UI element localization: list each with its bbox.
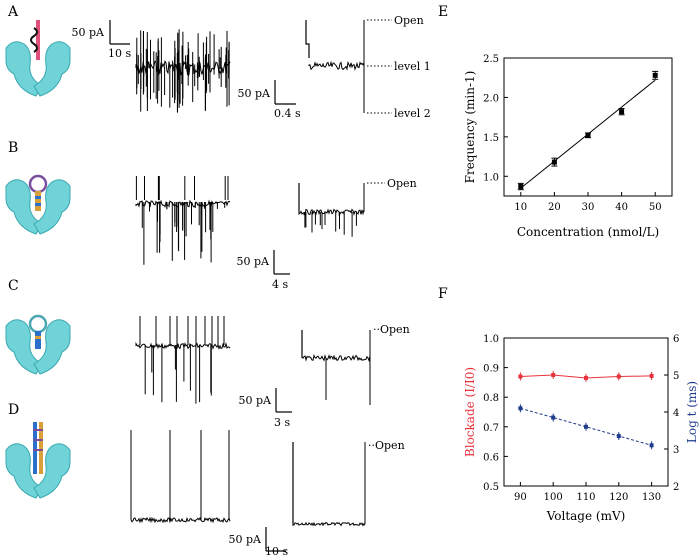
y-left-tick-label: 0.6 bbox=[483, 452, 499, 463]
scalebar-b-current: 50 pA bbox=[237, 255, 271, 268]
y-tick-label: 1.0 bbox=[483, 172, 499, 183]
x-tick-label: 100 bbox=[544, 492, 563, 503]
nanopore-illustration-b bbox=[5, 174, 71, 235]
current-trace-a-overview bbox=[135, 29, 231, 113]
y-left-tick-label: 0.8 bbox=[483, 393, 499, 404]
level-open-b-label: Open bbox=[387, 177, 417, 190]
current-trace-c-overview bbox=[135, 316, 231, 404]
x-axis-label: Concentration (nmol/L) bbox=[517, 225, 659, 239]
level-open-d-label: ··Open bbox=[368, 439, 405, 452]
panel-label-a: A bbox=[7, 4, 19, 20]
current-trace-b-zoom bbox=[298, 183, 365, 237]
scalebar-a-left-time: 10 s bbox=[108, 47, 131, 60]
trace-baseline bbox=[301, 353, 371, 363]
trace-baseline bbox=[308, 60, 365, 71]
data-point bbox=[585, 132, 591, 138]
y-left-tick-label: 0.5 bbox=[483, 482, 499, 493]
level-1-label: level 1 bbox=[394, 60, 431, 73]
panel-label-f: F bbox=[438, 286, 448, 302]
current-trace-b-overview bbox=[135, 176, 231, 265]
x-tick-label: 20 bbox=[548, 202, 561, 213]
data-point bbox=[616, 434, 621, 439]
level-open-a-label: Open bbox=[394, 14, 424, 27]
y-tick-label: 1.5 bbox=[483, 133, 499, 144]
level-open-c-label: ··Open bbox=[373, 323, 410, 336]
scalebar-d-current: 50 pA bbox=[229, 533, 263, 546]
scalebar-a-right-current: 50 pA bbox=[238, 87, 272, 100]
panel-label-e: E bbox=[438, 4, 448, 20]
current-trace-d-overview bbox=[130, 430, 231, 524]
data-point bbox=[551, 159, 557, 165]
x-tick-label: 120 bbox=[609, 492, 628, 503]
x-tick-label: 110 bbox=[576, 492, 595, 503]
y-left-axis-label: Blockade (I/I0) bbox=[463, 367, 477, 457]
current-trace-a-zoom bbox=[305, 20, 365, 113]
x-tick-label: 90 bbox=[514, 492, 527, 503]
y-left-tick-label: 0.7 bbox=[483, 423, 499, 434]
x-tick-label: 10 bbox=[514, 202, 527, 213]
y-left-tick-label: 0.9 bbox=[483, 364, 499, 375]
data-point bbox=[619, 109, 625, 115]
y-tick-label: 2.0 bbox=[483, 93, 499, 104]
scalebar-d bbox=[265, 527, 286, 552]
nanopore-illustration-a bbox=[5, 20, 71, 97]
panel-label-b: B bbox=[8, 140, 18, 156]
scalebar-b bbox=[273, 250, 290, 275]
data-point bbox=[518, 406, 523, 411]
chart-e: 10 20 30 40 50 1.0 1.5 2.0 2.5 Concentration (nmo… bbox=[463, 54, 673, 239]
y-right-tick-label: 6 bbox=[673, 334, 679, 345]
data-point bbox=[649, 443, 654, 448]
data-point bbox=[518, 184, 524, 190]
scalebar-c-time: 3 s bbox=[274, 416, 290, 429]
x-tick-label: 40 bbox=[615, 202, 628, 213]
y-tick-label: 2.5 bbox=[483, 54, 499, 65]
trace-entry bbox=[305, 20, 310, 58]
level-2-label: level 2 bbox=[394, 107, 431, 120]
series-line-log-t bbox=[520, 407, 652, 446]
y-right-tick-label: 4 bbox=[673, 408, 679, 419]
data-point bbox=[551, 415, 556, 420]
y-left-tick-label: 1.0 bbox=[483, 334, 499, 345]
current-trace-c-zoom bbox=[301, 330, 371, 405]
chart-f: 90 100 110 120 130 0.5 0.6 0.7 0.8 0.9 1.0 2 3 4 5 6 Vol… bbox=[463, 334, 699, 523]
data-point bbox=[649, 373, 654, 378]
data-point bbox=[616, 374, 621, 379]
scalebar-a-right-time: 0.4 s bbox=[274, 107, 301, 120]
nanopore-illustration-d bbox=[5, 422, 71, 499]
scalebar-b-time: 4 s bbox=[272, 278, 288, 291]
trace-baseline bbox=[130, 516, 231, 524]
data-point bbox=[652, 72, 658, 78]
plot-frame bbox=[503, 337, 669, 487]
scalebar-a-left-current: 50 pA bbox=[72, 26, 106, 39]
panel-label-d: D bbox=[8, 402, 19, 418]
current-trace-d-zoom bbox=[292, 442, 366, 527]
data-point bbox=[584, 375, 588, 380]
scalebar-c-current: 50 pA bbox=[239, 394, 273, 407]
x-axis-label: Voltage (mV) bbox=[546, 509, 626, 523]
scalebar-a-left bbox=[109, 20, 130, 45]
panel-label-c: C bbox=[8, 278, 19, 294]
x-tick-label: 50 bbox=[649, 202, 662, 213]
y-right-tick-label: 2 bbox=[673, 482, 679, 493]
y-right-tick-label: 5 bbox=[673, 371, 679, 382]
trace-baseline bbox=[292, 521, 366, 527]
y-axis-label: Frequency (min-1) bbox=[463, 71, 477, 184]
data-point bbox=[584, 424, 588, 429]
x-tick-label: 130 bbox=[642, 492, 661, 503]
scalebar-c bbox=[275, 388, 292, 413]
nanopore-illustration-c bbox=[5, 314, 71, 375]
scalebar-d-time: 10 s bbox=[265, 545, 288, 558]
y-right-tick-label: 3 bbox=[673, 445, 679, 456]
plot-frame bbox=[503, 57, 673, 197]
scalebar-a-right bbox=[274, 80, 296, 105]
trace-baseline bbox=[298, 208, 365, 216]
x-tick-label: 30 bbox=[582, 202, 595, 213]
data-point bbox=[518, 374, 523, 379]
y-right-axis-label: Log t (ms) bbox=[685, 381, 699, 443]
data-point bbox=[551, 373, 556, 377]
trace-baseline bbox=[135, 341, 231, 350]
